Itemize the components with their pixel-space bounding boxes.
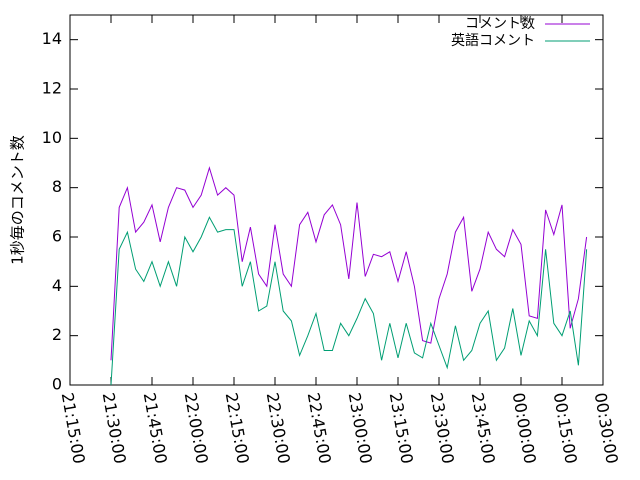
- x-tick-label: 23:00:00: [345, 391, 376, 465]
- series-line: [110, 166, 588, 361]
- y-tick-label: 4: [52, 276, 62, 295]
- x-tick-label: 22:15:00: [222, 391, 253, 465]
- x-tick-label: 23:45:00: [468, 391, 499, 465]
- x-tick-label: 22:45:00: [304, 391, 335, 465]
- y-tick-label: 10: [42, 128, 62, 147]
- x-tick-label: 21:45:00: [140, 391, 171, 465]
- y-tick-label: 12: [42, 79, 62, 98]
- x-tick-label: 22:30:00: [263, 391, 294, 465]
- y-tick-label: 2: [52, 325, 62, 344]
- legend-label: 英語コメント: [451, 32, 535, 49]
- x-tick-label: 21:15:00: [58, 391, 89, 465]
- x-tick-label: 00:30:00: [591, 391, 622, 465]
- plot-frame: [69, 14, 604, 386]
- y-axis-label: 1秒毎のコメント数: [9, 135, 27, 265]
- x-tick-label: 21:30:00: [99, 391, 130, 465]
- y-tick-label: 8: [52, 177, 62, 196]
- x-tick-label: 22:00:00: [181, 391, 212, 465]
- y-tick-label: 0: [52, 375, 62, 394]
- x-tick-label: 00:00:00: [509, 391, 540, 465]
- x-tick-label: 23:15:00: [386, 391, 417, 465]
- series-line: [110, 216, 588, 386]
- legend-label: コメント数: [465, 16, 535, 32]
- x-tick-label: 23:30:00: [427, 391, 458, 465]
- x-tick-label: 00:15:00: [550, 391, 581, 465]
- y-tick-label: 14: [42, 29, 62, 48]
- y-tick-label: 6: [52, 227, 62, 246]
